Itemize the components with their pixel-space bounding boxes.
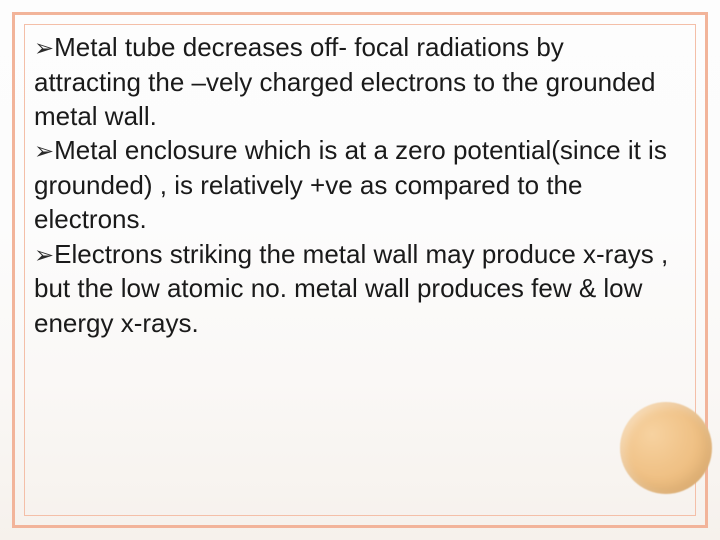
bullet-item: ➢Metal enclosure which is at a zero pote…: [34, 133, 670, 236]
slide-content: ➢Metal tube decreases off- focal radiati…: [34, 30, 670, 340]
bullet-text: Metal enclosure which is at a zero poten…: [34, 135, 667, 234]
bullet-marker-icon: ➢: [34, 136, 54, 168]
bullet-text: Metal tube decreases off- focal radiatio…: [34, 32, 656, 131]
bullet-item: ➢Metal tube decreases off- focal radiati…: [34, 30, 670, 133]
bullet-marker-icon: ➢: [34, 240, 54, 272]
slide: ➢Metal tube decreases off- focal radiati…: [0, 0, 720, 540]
bullet-text: Electrons striking the metal wall may pr…: [34, 239, 668, 338]
bullet-marker-icon: ➢: [34, 33, 54, 65]
accent-circle-icon: [620, 402, 712, 494]
bullet-item: ➢Electrons striking the metal wall may p…: [34, 237, 670, 340]
